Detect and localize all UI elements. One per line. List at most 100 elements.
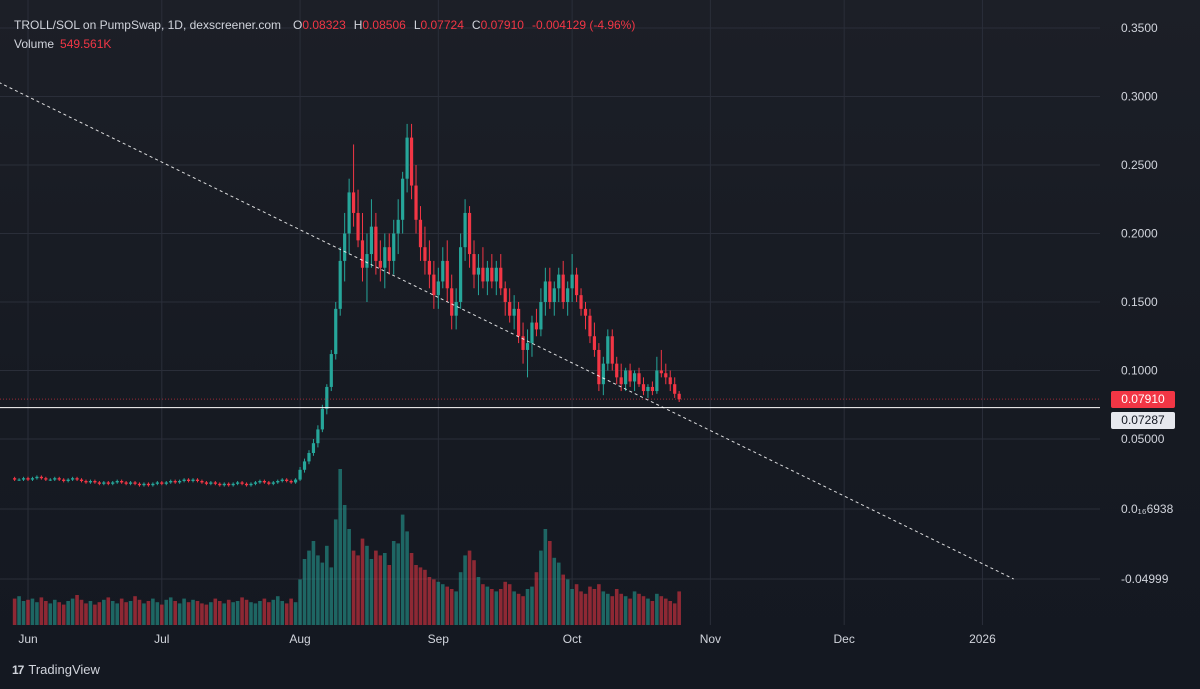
candle [525, 329, 530, 378]
volume-bar [284, 603, 289, 625]
candle [244, 482, 249, 487]
candle [137, 482, 142, 487]
price-tick-label: 0.1000 [1121, 364, 1158, 378]
candle [494, 260, 498, 296]
legend-ohlc-row: TROLL/SOL on PumpSwap, 1D, dexscreener.c… [14, 16, 635, 35]
candle [454, 288, 458, 330]
volume-bar [61, 604, 66, 625]
volume-bar [400, 514, 405, 625]
candle [222, 482, 226, 487]
candle [521, 322, 525, 364]
candle [423, 226, 427, 275]
candle [160, 481, 164, 486]
candle [476, 254, 481, 296]
candle-body [75, 478, 79, 480]
candle [467, 206, 472, 268]
volume-bar [583, 593, 588, 625]
candle-body [503, 288, 507, 302]
volume-bar [35, 602, 39, 625]
candle-body [155, 482, 159, 484]
volume-bar [405, 531, 409, 625]
volume-bar [164, 599, 169, 625]
candle-body [632, 373, 637, 382]
candle [48, 478, 52, 481]
volume-bar [235, 601, 240, 625]
candle-body [57, 478, 61, 480]
candle-body [360, 240, 365, 268]
volume-bar [289, 598, 293, 625]
candle [240, 481, 244, 486]
price-axis[interactable]: 0.3500 0.3000 0.2500 0.2000 0.1500 0.1000 0.05… [1121, 21, 1174, 586]
candle [512, 295, 516, 330]
candle-body [253, 482, 258, 484]
candle [71, 476, 75, 481]
candle-body [601, 363, 605, 385]
close-value: 0.07910 [480, 18, 524, 32]
volume-bar [672, 603, 677, 625]
volume-bar [503, 581, 508, 625]
candle [356, 189, 360, 248]
price-tick-label: 0.0₁₆6938 [1121, 502, 1174, 516]
candle-body [677, 393, 681, 400]
candle-body [592, 336, 597, 350]
candle-body [659, 370, 663, 374]
candle [93, 479, 97, 484]
volume-bar [548, 541, 552, 625]
candle [481, 247, 485, 289]
volume-bar [21, 601, 26, 625]
candle [539, 288, 543, 337]
volume-bar [423, 569, 427, 625]
candle-body [262, 481, 266, 483]
brand-name: TradingView [28, 662, 100, 677]
volume-bar [659, 596, 664, 625]
close-label: C [471, 18, 481, 32]
candle [655, 356, 659, 394]
volume-bar [650, 601, 655, 625]
volume-bar [44, 601, 48, 625]
candle-body [418, 219, 423, 248]
tradingview-brand[interactable]: 17 TradingView [12, 662, 100, 677]
candle [316, 425, 320, 448]
candle [378, 240, 382, 282]
candle [574, 267, 579, 302]
volume-bar [191, 599, 195, 625]
candle [570, 254, 574, 302]
candle-body [485, 267, 489, 282]
volume-bar [262, 598, 267, 625]
volume-bar [231, 602, 235, 625]
candle-body [432, 274, 436, 296]
time-tick-label: Jul [154, 632, 169, 646]
volume-bar [110, 601, 115, 625]
candle [209, 481, 213, 486]
volume-bar [668, 601, 673, 625]
volume-bar [663, 598, 668, 625]
symbol-title[interactable]: TROLL/SOL on PumpSwap, 1D, dexscreener.c… [14, 18, 282, 32]
candle-body [280, 479, 284, 481]
volume-bar [632, 591, 637, 625]
trendline[interactable] [0, 1, 1014, 580]
candle-body [26, 478, 30, 480]
candle [146, 482, 151, 487]
candle [534, 308, 539, 337]
volume-bar [12, 598, 17, 625]
volume-bar [298, 579, 302, 625]
candle-body [142, 483, 146, 486]
candle-body [427, 260, 431, 275]
candle [351, 144, 356, 227]
candle-body [227, 483, 231, 486]
candle [450, 274, 454, 330]
last-price-tag: 0.07910 [1111, 391, 1175, 408]
candle-body [392, 233, 396, 261]
volume-bar [521, 596, 525, 625]
volume-bar [601, 591, 606, 625]
candle [383, 233, 387, 289]
volume-bar [240, 597, 244, 625]
volume-bar [258, 601, 262, 625]
time-tick-label: Oct [563, 632, 582, 646]
candle-body [17, 479, 21, 481]
candle [258, 479, 262, 484]
candle-body [329, 354, 333, 387]
time-axis[interactable]: Jun Jul Aug Sep Oct Nov Dec 2026 [18, 632, 996, 646]
volume-bar [186, 602, 191, 625]
